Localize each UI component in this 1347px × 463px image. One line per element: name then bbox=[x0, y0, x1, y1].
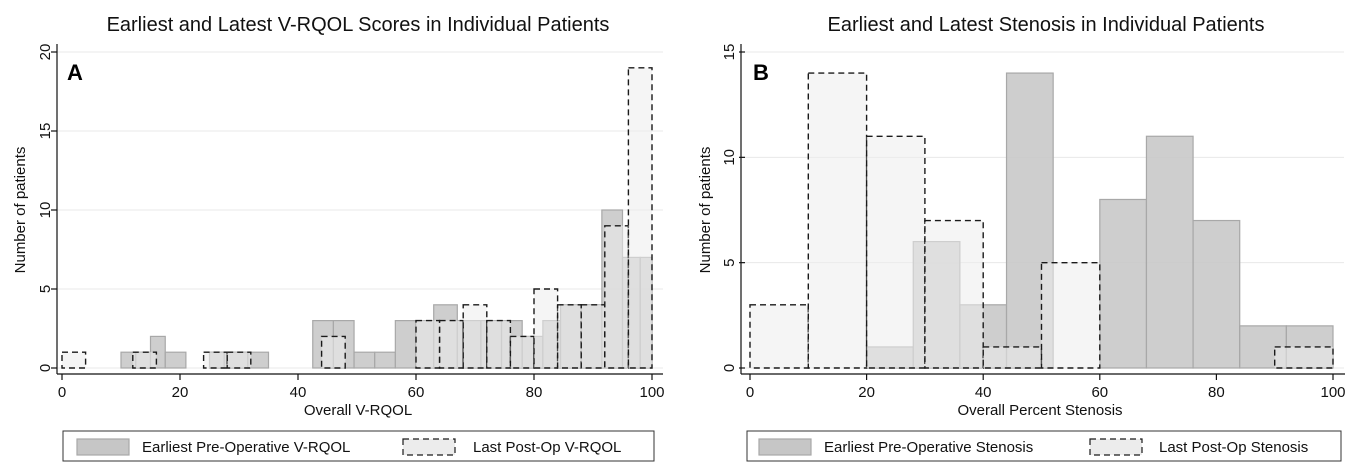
legend-label-last: Last Post-Op Stenosis bbox=[1159, 439, 1308, 456]
x-axis-label: Overall V-RQOL bbox=[304, 402, 412, 419]
y-tick-label: 0 bbox=[37, 364, 54, 372]
x-tick-label: 100 bbox=[639, 384, 664, 401]
bar-last-post-op bbox=[132, 351, 158, 369]
bar-last-post-op bbox=[486, 319, 512, 369]
panel-b: Earliest and Latest Stenosis in Individu… bbox=[697, 14, 1346, 462]
legend-swatch-last bbox=[1089, 438, 1143, 456]
y-tick-label: 5 bbox=[721, 258, 738, 266]
y-tick-label: 10 bbox=[721, 149, 738, 166]
bar-last-post-op bbox=[604, 225, 630, 369]
bar-last-post-op bbox=[533, 288, 559, 369]
series-last-bars bbox=[61, 67, 653, 369]
legend: Earliest Pre-Operative Stenosis Last Pos… bbox=[746, 430, 1342, 462]
bar-last-post-op bbox=[556, 304, 582, 369]
bar-earliest-pre-op bbox=[164, 351, 187, 369]
bar-last-post-op bbox=[415, 319, 441, 369]
x-tick-label: 20 bbox=[858, 384, 875, 401]
legend-frame bbox=[62, 430, 655, 462]
y-tick-label: 15 bbox=[37, 123, 54, 140]
x-tick-label: 20 bbox=[172, 384, 189, 401]
axes: 0 5 10 15 0 20 40 60 80 100 bbox=[721, 44, 1346, 401]
x-tick-label: 60 bbox=[408, 384, 425, 401]
bar-last-post-op bbox=[749, 304, 809, 369]
y-axis-label: Number of patients bbox=[697, 147, 714, 274]
y-tick-label: 5 bbox=[37, 285, 54, 293]
bar-last-post-op bbox=[1040, 261, 1101, 369]
legend-label-earliest: Earliest Pre-Operative Stenosis bbox=[824, 439, 1033, 456]
bar-last-post-op bbox=[438, 319, 464, 369]
series-last-bars bbox=[749, 72, 1334, 369]
x-tick-label: 0 bbox=[746, 384, 754, 401]
bar-last-post-op bbox=[202, 351, 228, 369]
y-tick-label: 15 bbox=[721, 44, 738, 61]
x-tick-label: 40 bbox=[975, 384, 992, 401]
chart-title: Earliest and Latest V-RQOL Scores in Ind… bbox=[107, 14, 610, 36]
bar-last-post-op bbox=[627, 67, 653, 369]
panel-label: A bbox=[67, 60, 83, 85]
x-tick-label: 0 bbox=[58, 384, 66, 401]
x-tick-label: 100 bbox=[1320, 384, 1345, 401]
bar-last-post-op bbox=[982, 346, 1043, 369]
legend-label-last: Last Post-Op V-RQOL bbox=[473, 439, 621, 456]
x-axis-label: Overall Percent Stenosis bbox=[957, 402, 1122, 419]
bar-last-post-op bbox=[865, 135, 926, 369]
bar-last-post-op bbox=[807, 72, 868, 369]
legend-swatch-earliest bbox=[758, 438, 812, 456]
axes: 0 5 10 15 20 0 20 40 60 80 100 bbox=[37, 44, 665, 401]
x-tick-label: 80 bbox=[526, 384, 543, 401]
bar-earliest-pre-op bbox=[353, 351, 376, 369]
legend: Earliest Pre-Operative V-RQOL Last Post-… bbox=[62, 430, 655, 462]
bar-last-post-op bbox=[226, 351, 252, 369]
x-tick-label: 40 bbox=[290, 384, 307, 401]
bar-last-post-op bbox=[61, 351, 87, 369]
bar-last-post-op bbox=[1273, 346, 1334, 369]
bar-earliest-pre-op bbox=[374, 351, 396, 369]
legend-frame bbox=[746, 430, 1342, 462]
bar-last-post-op bbox=[462, 304, 488, 369]
bar-last-post-op bbox=[320, 335, 346, 369]
panel-a: Earliest and Latest V-RQOL Scores in Ind… bbox=[12, 14, 665, 462]
legend-label-earliest: Earliest Pre-Operative V-RQOL bbox=[142, 439, 350, 456]
legend-swatch-last bbox=[402, 438, 456, 456]
bar-earliest-pre-op bbox=[1099, 198, 1148, 369]
legend-swatch-earliest bbox=[76, 438, 130, 456]
chart-title: Earliest and Latest Stenosis in Individu… bbox=[828, 14, 1265, 36]
y-tick-label: 10 bbox=[37, 202, 54, 219]
y-axis-label: Number of patients bbox=[12, 147, 29, 274]
panel-label: B bbox=[753, 60, 769, 85]
y-tick-label: 0 bbox=[721, 364, 738, 372]
bar-last-post-op bbox=[580, 304, 606, 369]
bar-earliest-pre-op bbox=[1145, 135, 1194, 369]
bar-last-post-op bbox=[509, 335, 535, 369]
bar-earliest-pre-op bbox=[1192, 219, 1241, 369]
bar-earliest-pre-op bbox=[394, 320, 417, 369]
y-tick-label: 20 bbox=[37, 44, 54, 61]
x-tick-label: 60 bbox=[1091, 384, 1108, 401]
bar-last-post-op bbox=[924, 219, 984, 369]
x-tick-label: 80 bbox=[1208, 384, 1225, 401]
